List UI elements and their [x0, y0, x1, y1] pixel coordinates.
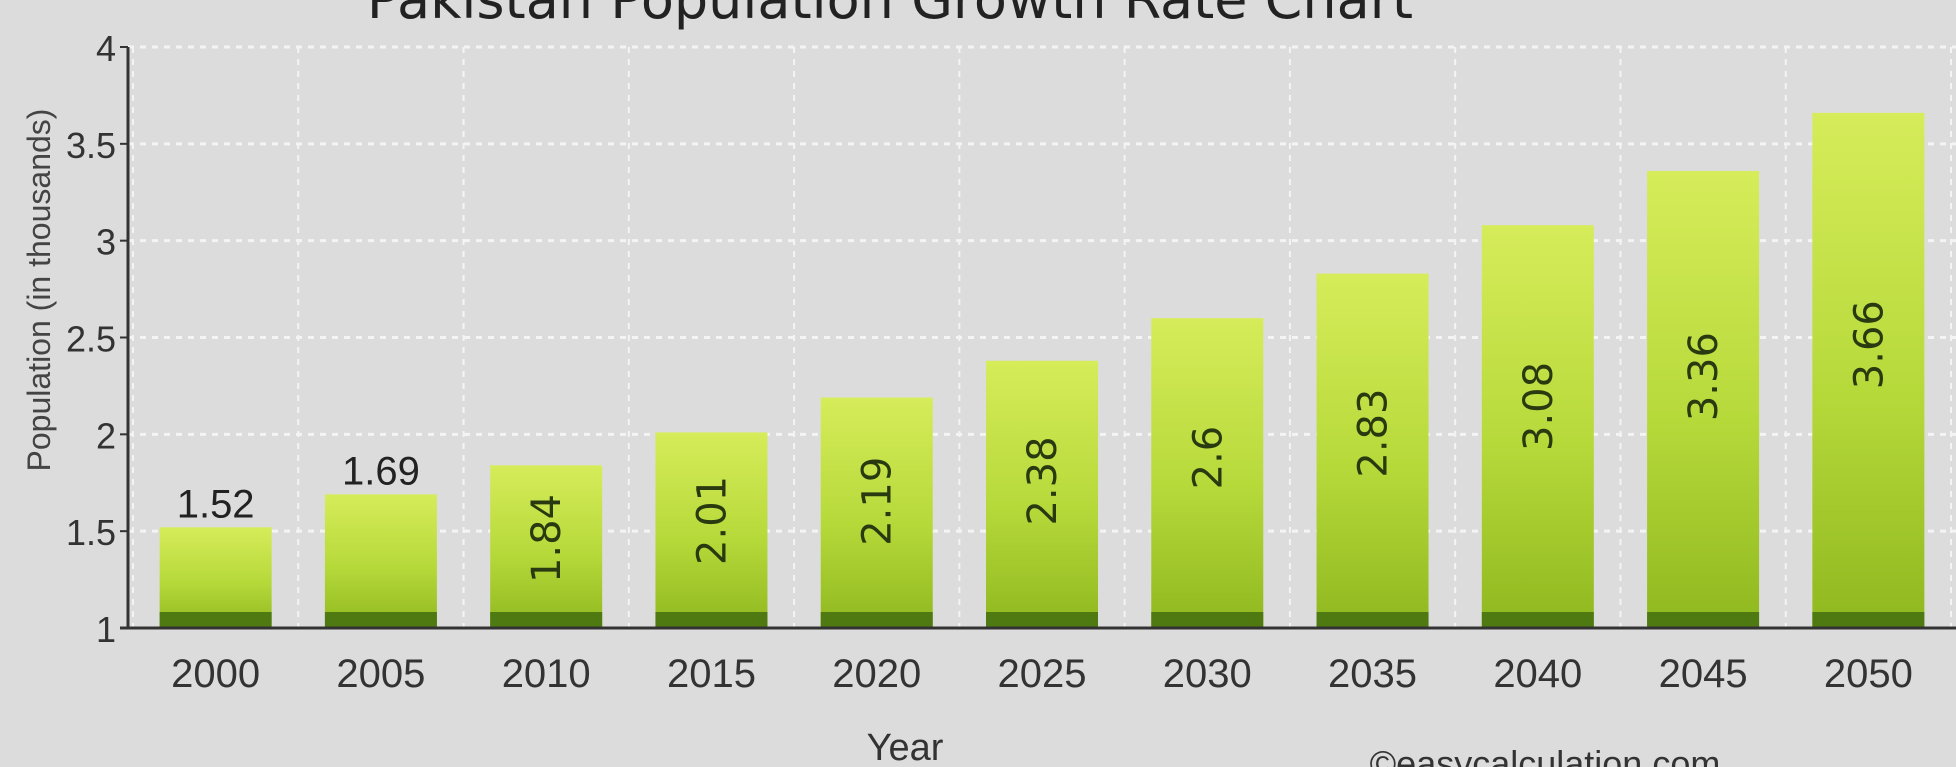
x-tick-label: 2025 — [998, 652, 1087, 696]
x-tick-label: 2000 — [171, 652, 260, 696]
bar-base — [655, 612, 768, 628]
data-label: 3.08 — [1516, 362, 1562, 451]
x-tick-label: 2015 — [667, 652, 756, 696]
axes: 11.522.533.54 — [66, 28, 1956, 650]
data-label: 2.01 — [689, 476, 735, 565]
data-label: 2.83 — [1351, 389, 1397, 478]
bar-base — [1481, 612, 1594, 628]
y-tick-label: 2.5 — [66, 319, 116, 360]
bar-base — [986, 612, 1098, 628]
data-label: 1.52 — [177, 482, 255, 526]
x-tick-label: 2020 — [832, 652, 921, 696]
x-tick-label: 2050 — [1824, 652, 1913, 696]
bar — [1647, 170, 1760, 629]
x-tick-label: 2040 — [1493, 652, 1582, 696]
data-label: 3.66 — [1846, 300, 1892, 389]
x-tick-label: 2045 — [1659, 652, 1748, 696]
bar — [324, 494, 437, 628]
bar — [1481, 225, 1594, 628]
bar — [820, 397, 933, 628]
bar-base — [1316, 612, 1429, 628]
data-label: 3.36 — [1681, 332, 1727, 421]
copyright-credit: ©easycalculation.com — [1370, 743, 1721, 767]
x-tick-label: 2005 — [336, 652, 425, 696]
y-axis-label: Population (in thousands) — [21, 109, 57, 472]
y-tick-label: 1 — [96, 609, 116, 650]
x-axis-label: Year — [867, 727, 944, 767]
y-tick-label: 1.5 — [66, 512, 116, 553]
bar — [490, 465, 603, 628]
y-tick-label: 3.5 — [66, 125, 116, 166]
y-tick-label: 2 — [96, 415, 116, 456]
grid — [128, 45, 1956, 628]
data-label: 2.38 — [1020, 436, 1066, 525]
data-label: 1.69 — [342, 449, 420, 493]
y-tick-label: 4 — [96, 28, 116, 69]
bar — [1151, 318, 1264, 628]
bar-base — [324, 612, 437, 628]
chart-title: Pakistan Population Growth Rate Chart — [367, 0, 1413, 31]
bar — [655, 432, 768, 628]
bar-base — [1812, 612, 1925, 628]
labels: 2000 1.52 2005 1.69 2010 1.84 2015 2.01 2020 2.19… — [171, 300, 1913, 696]
data-label: 2.6 — [1185, 426, 1231, 490]
data-label: 2.19 — [855, 457, 901, 546]
bar — [986, 360, 1098, 628]
y-tick-label: 3 — [96, 222, 116, 263]
bar — [1316, 273, 1429, 628]
bar-base — [159, 612, 272, 628]
x-tick-label: 2035 — [1328, 652, 1417, 696]
data-label: 1.84 — [524, 494, 570, 583]
bar-base — [820, 612, 933, 628]
bar-base — [1151, 612, 1264, 628]
bar — [1812, 112, 1925, 628]
bar — [159, 527, 272, 628]
bar-base — [1647, 612, 1760, 628]
x-tick-label: 2010 — [502, 652, 591, 696]
x-tick-label: 2030 — [1163, 652, 1252, 696]
bar-base — [490, 612, 603, 628]
bars — [159, 112, 1925, 629]
